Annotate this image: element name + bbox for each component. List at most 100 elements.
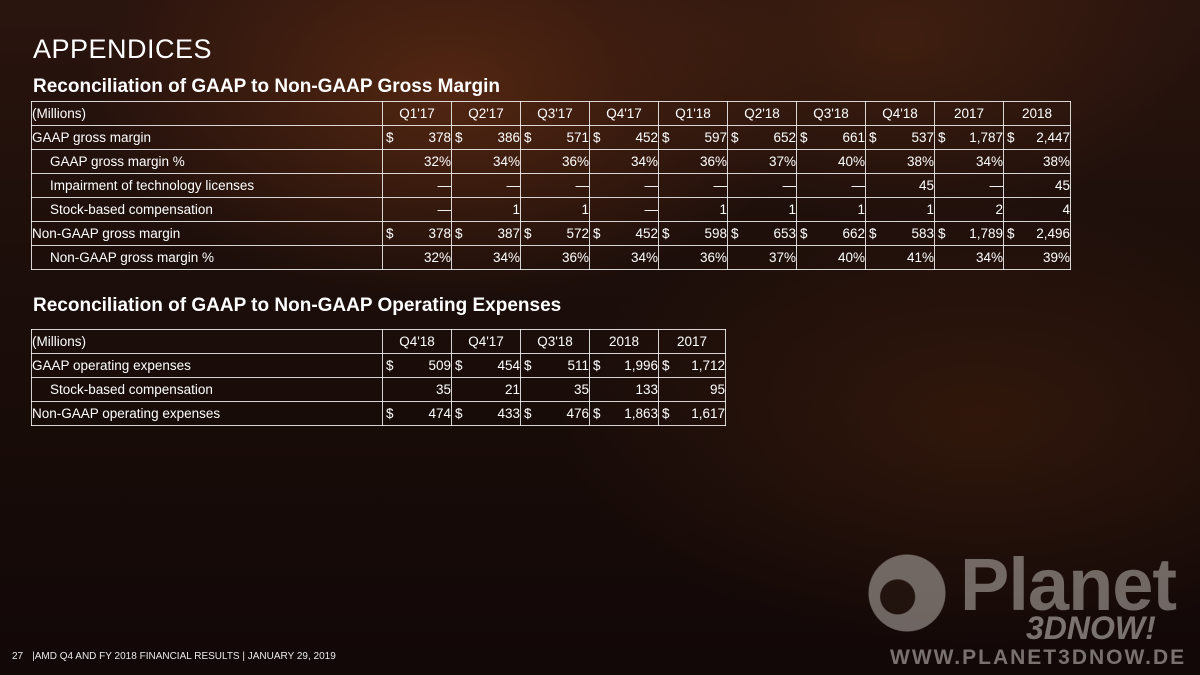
units-header-cell: (Millions) — [31, 101, 383, 126]
currency-symbol: $ — [662, 226, 670, 241]
cell-value: 36% — [561, 250, 589, 265]
table-cell: 32% — [382, 149, 452, 174]
table-cell: $1,617 — [658, 401, 726, 426]
table-cell: $597 — [658, 125, 728, 150]
watermark-brand: Planet — [960, 543, 1177, 626]
cell-value: 34% — [975, 154, 1003, 169]
table-cell: $387 — [451, 221, 521, 246]
table-cell: $1,996 — [589, 353, 659, 378]
row-label: Stock-based compensation — [31, 377, 383, 402]
planet3dnow-logo-icon — [868, 554, 946, 632]
cell-value: 572 — [566, 226, 589, 241]
cell-value: 1 — [857, 202, 865, 217]
table-cell: $476 — [520, 401, 590, 426]
table-cell: $661 — [796, 125, 866, 150]
table-cell: $452 — [589, 221, 659, 246]
cell-value: 1 — [719, 202, 727, 217]
column-header-cell: 2018 — [1003, 101, 1071, 126]
table-cell: $509 — [382, 353, 452, 378]
cell-value: — — [713, 178, 728, 193]
table-cell: 1 — [658, 197, 728, 222]
column-header-cell: Q2'17 — [451, 101, 521, 126]
cell-value: 32% — [423, 250, 451, 265]
table-cell: — — [796, 173, 866, 198]
gross-margin-section-title: Reconciliation of GAAP to Non-GAAP Gross… — [33, 76, 500, 97]
currency-symbol: $ — [800, 226, 808, 241]
currency-symbol: $ — [524, 226, 532, 241]
cell-value: — — [506, 178, 521, 193]
cell-value: 387 — [497, 226, 520, 241]
table-cell: 35 — [520, 377, 590, 402]
cell-value: 38% — [1042, 154, 1070, 169]
row-label: Stock-based compensation — [31, 197, 383, 222]
table-row: GAAP gross margin % 32% 34% 36% 34% 36% 37% 40%… — [31, 149, 1071, 174]
table-cell: $1,789 — [934, 221, 1004, 246]
table-cell: 4 — [1003, 197, 1071, 222]
table-cell: $1,712 — [658, 353, 726, 378]
cell-value: — — [437, 178, 452, 193]
table-cell: — — [589, 173, 659, 198]
cell-value: 598 — [704, 226, 727, 241]
table-cell: $454 — [451, 353, 521, 378]
cell-value: 662 — [842, 226, 865, 241]
watermark-sub: 3DNOW! — [1026, 610, 1156, 646]
cell-value: 1,789 — [969, 226, 1003, 241]
table-cell: $1,787 — [934, 125, 1004, 150]
cell-value: 511 — [567, 358, 589, 373]
column-header-cell: Q3'18 — [520, 329, 590, 354]
table-cell: 34% — [451, 245, 521, 270]
footer-text: |AMD Q4 AND FY 2018 FINANCIAL RESULTS | … — [32, 651, 336, 662]
table-cell: 2 — [934, 197, 1004, 222]
cell-value: — — [575, 178, 590, 193]
currency-symbol: $ — [524, 358, 532, 373]
currency-symbol: $ — [386, 226, 394, 241]
table-cell: 35 — [382, 377, 452, 402]
cell-value: 34% — [975, 250, 1003, 265]
currency-symbol: $ — [869, 226, 877, 241]
page-number: 27 — [12, 651, 24, 662]
column-header-cell: Q2'18 — [727, 101, 797, 126]
table-cell: $537 — [865, 125, 935, 150]
currency-symbol: $ — [524, 406, 532, 421]
cell-value: 95 — [709, 382, 725, 397]
table-cell: 1 — [796, 197, 866, 222]
table-cell: 133 — [589, 377, 659, 402]
currency-symbol: $ — [731, 226, 739, 241]
cell-value: 45 — [918, 178, 934, 193]
table-cell: $652 — [727, 125, 797, 150]
table-cell: $1,863 — [589, 401, 659, 426]
cell-value: 40% — [837, 154, 865, 169]
cell-value: 653 — [773, 226, 796, 241]
cell-value: 32% — [423, 154, 451, 169]
cell-value: 1 — [926, 202, 934, 217]
cell-value: 1 — [512, 202, 520, 217]
currency-symbol: $ — [455, 226, 463, 241]
cell-value: 37% — [768, 250, 796, 265]
units-header-cell: (Millions) — [31, 329, 383, 354]
table-cell: $662 — [796, 221, 866, 246]
table-cell: $571 — [520, 125, 590, 150]
table-cell: — — [451, 173, 521, 198]
currency-symbol: $ — [938, 130, 946, 145]
cell-value: 571 — [566, 130, 589, 145]
table-cell: 38% — [865, 149, 935, 174]
table-row: GAAP gross margin $378 $386 $571 $452 $597 $65… — [31, 125, 1071, 150]
table-cell: — — [520, 173, 590, 198]
column-header-cell: Q1'18 — [658, 101, 728, 126]
table-cell: 1 — [865, 197, 935, 222]
table-cell: 1 — [727, 197, 797, 222]
cell-value: — — [989, 178, 1004, 193]
footer: 27 |AMD Q4 AND FY 2018 FINANCIAL RESULTS … — [12, 651, 336, 662]
table-row: Non-GAAP gross margin % 32% 34% 36% 34% 36% 37… — [31, 245, 1071, 270]
currency-symbol: $ — [593, 358, 601, 373]
row-label: Non-GAAP gross margin — [31, 221, 383, 246]
currency-symbol: $ — [386, 358, 394, 373]
table-cell: 1 — [451, 197, 521, 222]
table-cell: — — [934, 173, 1004, 198]
cell-value: 652 — [773, 130, 796, 145]
currency-symbol: $ — [662, 358, 670, 373]
cell-value: 378 — [428, 130, 451, 145]
table-cell: 41% — [865, 245, 935, 270]
cell-value: 433 — [497, 406, 520, 421]
currency-symbol: $ — [524, 130, 532, 145]
